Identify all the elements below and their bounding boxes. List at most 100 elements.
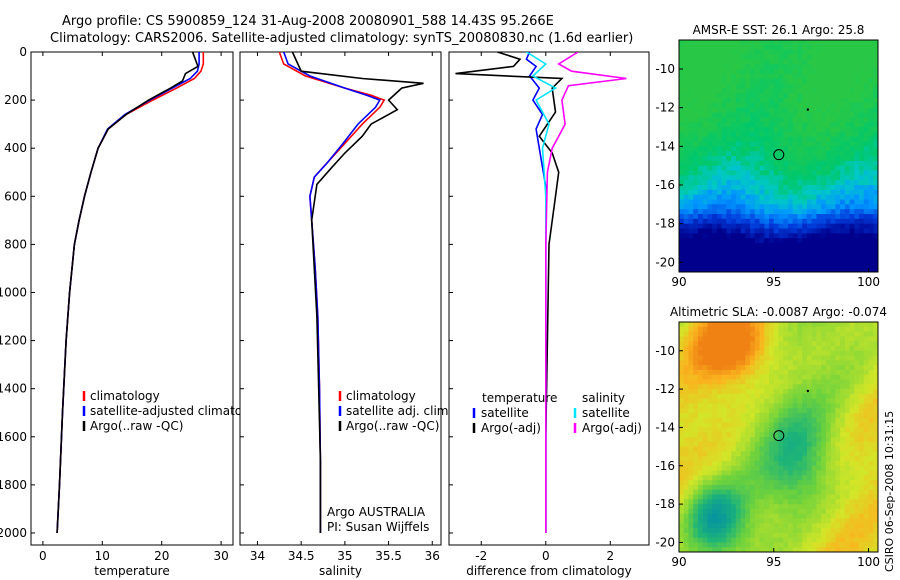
sla_map-cell — [726, 537, 732, 543]
sst_map-cell — [693, 165, 699, 171]
sst_map-cell — [679, 243, 685, 249]
sst_map-cell — [688, 204, 694, 210]
sst_map-cell — [683, 146, 689, 152]
sst_map-cell — [844, 214, 850, 220]
sst_map-cell — [802, 262, 808, 268]
sla_map-cell — [787, 523, 794, 529]
sla_map-cell — [745, 499, 751, 505]
sla_map-cell — [773, 345, 779, 352]
sla_map-cell — [816, 422, 822, 428]
sst_map-cell — [806, 44, 813, 51]
sla_map-cell — [859, 398, 865, 404]
sla_map-cell — [868, 432, 874, 438]
sla_map-cell — [754, 355, 760, 361]
sla_map-cell — [764, 369, 770, 376]
sst_map-cell — [868, 262, 874, 268]
sla_map-cell — [802, 537, 808, 543]
sst_map-cell — [840, 102, 846, 109]
sla_map-cell — [787, 494, 794, 500]
sla_map-cell — [868, 408, 874, 414]
sla_map-cell — [764, 499, 770, 505]
sst_map-cell — [716, 141, 723, 147]
sst_map-cell — [873, 83, 879, 89]
sst_map-cell — [840, 73, 846, 80]
sla_map-cell — [759, 336, 765, 342]
sst_map-cell — [806, 73, 813, 80]
sst_map-cell — [821, 243, 827, 249]
sst_map-cell — [787, 223, 794, 229]
sla_map-cell — [792, 532, 798, 539]
sla_map-cell — [683, 460, 689, 467]
sst_map-cell — [868, 214, 874, 220]
sst_map-cell — [759, 238, 765, 244]
sla_map-cell — [712, 451, 718, 457]
sla_map-cell — [797, 537, 803, 543]
sla_map-cell — [797, 331, 803, 337]
sla_map-cell — [825, 413, 832, 419]
sla_map-cell — [726, 403, 732, 409]
sla_map-cell — [783, 504, 789, 510]
sla_map-cell — [840, 384, 846, 390]
sla_map-cell — [688, 532, 694, 539]
sst_map-cell — [797, 78, 803, 84]
sst_map-cell — [721, 122, 727, 128]
sst_map-cell — [787, 69, 794, 75]
sla_map-cell — [830, 446, 836, 452]
sst_map-cell — [825, 199, 832, 205]
sla_map-cell — [721, 432, 727, 438]
sst_map-cell — [773, 238, 779, 244]
sla_map-cell — [726, 408, 732, 414]
sst_map-cell — [840, 194, 846, 200]
sst_map-cell — [759, 151, 765, 157]
sla_map-cell — [868, 460, 874, 467]
sla_map-cell — [840, 417, 846, 424]
sla_map-cell — [759, 470, 765, 476]
sla_map-cell — [825, 523, 832, 529]
sla_map-cell — [731, 437, 737, 443]
sla_map-cell — [783, 432, 789, 438]
sla_map-cell — [731, 389, 737, 395]
sla_map-cell — [840, 322, 846, 328]
sla_map-cell — [816, 446, 822, 452]
sla_map-cell — [797, 432, 803, 438]
sla_map-cell — [759, 408, 765, 414]
sla_map-cell — [802, 518, 808, 524]
sst_map-cell — [849, 175, 855, 181]
sst_map-cell — [783, 151, 789, 157]
sla_map-cell — [868, 480, 874, 486]
sla_map-cell — [764, 508, 770, 515]
sla_map-cell — [683, 523, 689, 529]
sla_map-cell — [697, 379, 704, 385]
sla_map-cell — [769, 326, 775, 332]
sst_map-cell — [769, 228, 775, 234]
sla_map-cell — [745, 465, 751, 471]
sst_map-cell — [778, 160, 784, 167]
sst_map-cell — [707, 59, 713, 65]
sst_map-cell — [816, 247, 822, 254]
sla_map-cell — [683, 499, 689, 505]
sla_map-cell — [821, 542, 827, 548]
sst_map-cell — [764, 136, 770, 142]
sst_map-cell — [816, 151, 822, 157]
sst_map-cell — [802, 131, 808, 138]
sst_map-cell — [721, 127, 727, 133]
sla_map-cell — [697, 403, 704, 409]
sst_map-cell — [745, 243, 751, 249]
sst_map-cell — [806, 54, 813, 60]
sst_map-cell — [740, 218, 746, 225]
sst_map-cell — [726, 54, 732, 60]
sla_map-cell — [759, 393, 765, 400]
sst_map-cell — [679, 64, 685, 70]
sla_map-cell — [754, 413, 760, 419]
sla_map-cell — [721, 384, 727, 390]
sst_map-cell — [792, 199, 798, 205]
sla_map-cell — [854, 528, 860, 534]
sst_map-cell — [868, 156, 874, 162]
sst_map-cell — [854, 170, 860, 176]
sla_map-cell — [873, 465, 879, 471]
sst_map-cell — [683, 228, 689, 234]
sla_map-cell — [745, 350, 751, 356]
sst_map-cell — [844, 247, 850, 254]
sst_map-cell — [716, 223, 723, 229]
sla_map-cell — [811, 484, 817, 491]
